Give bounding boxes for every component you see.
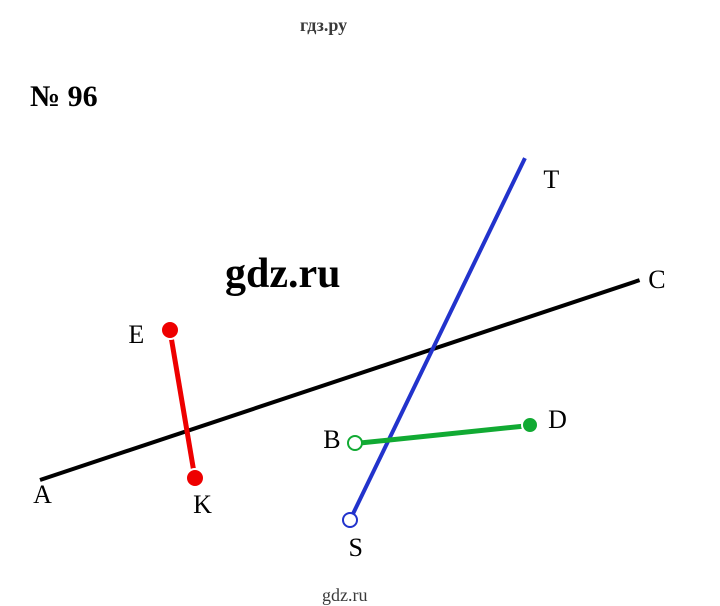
label-A: A: [33, 480, 52, 510]
label-D: D: [548, 405, 567, 435]
watermark-center: gdz.ru: [225, 250, 341, 298]
point-B: [347, 435, 363, 451]
label-E: E: [128, 320, 144, 350]
diagram-canvas: гдз.ру № 96 gdz.ru A C E K T S B D gdz.r…: [0, 0, 720, 603]
point-S: [342, 512, 358, 528]
label-T: T: [543, 165, 559, 195]
point-K: [185, 468, 205, 488]
label-K: K: [193, 490, 212, 520]
label-C: C: [648, 265, 665, 295]
label-B: B: [323, 425, 340, 455]
line-BD: [355, 423, 531, 446]
line-EK: [168, 330, 198, 479]
label-S: S: [349, 533, 363, 563]
line-ST: [348, 157, 527, 521]
point-D: [521, 416, 539, 434]
problem-number-title: № 96: [30, 80, 98, 114]
point-E: [160, 320, 180, 340]
watermark-top: гдз.ру: [300, 15, 347, 36]
